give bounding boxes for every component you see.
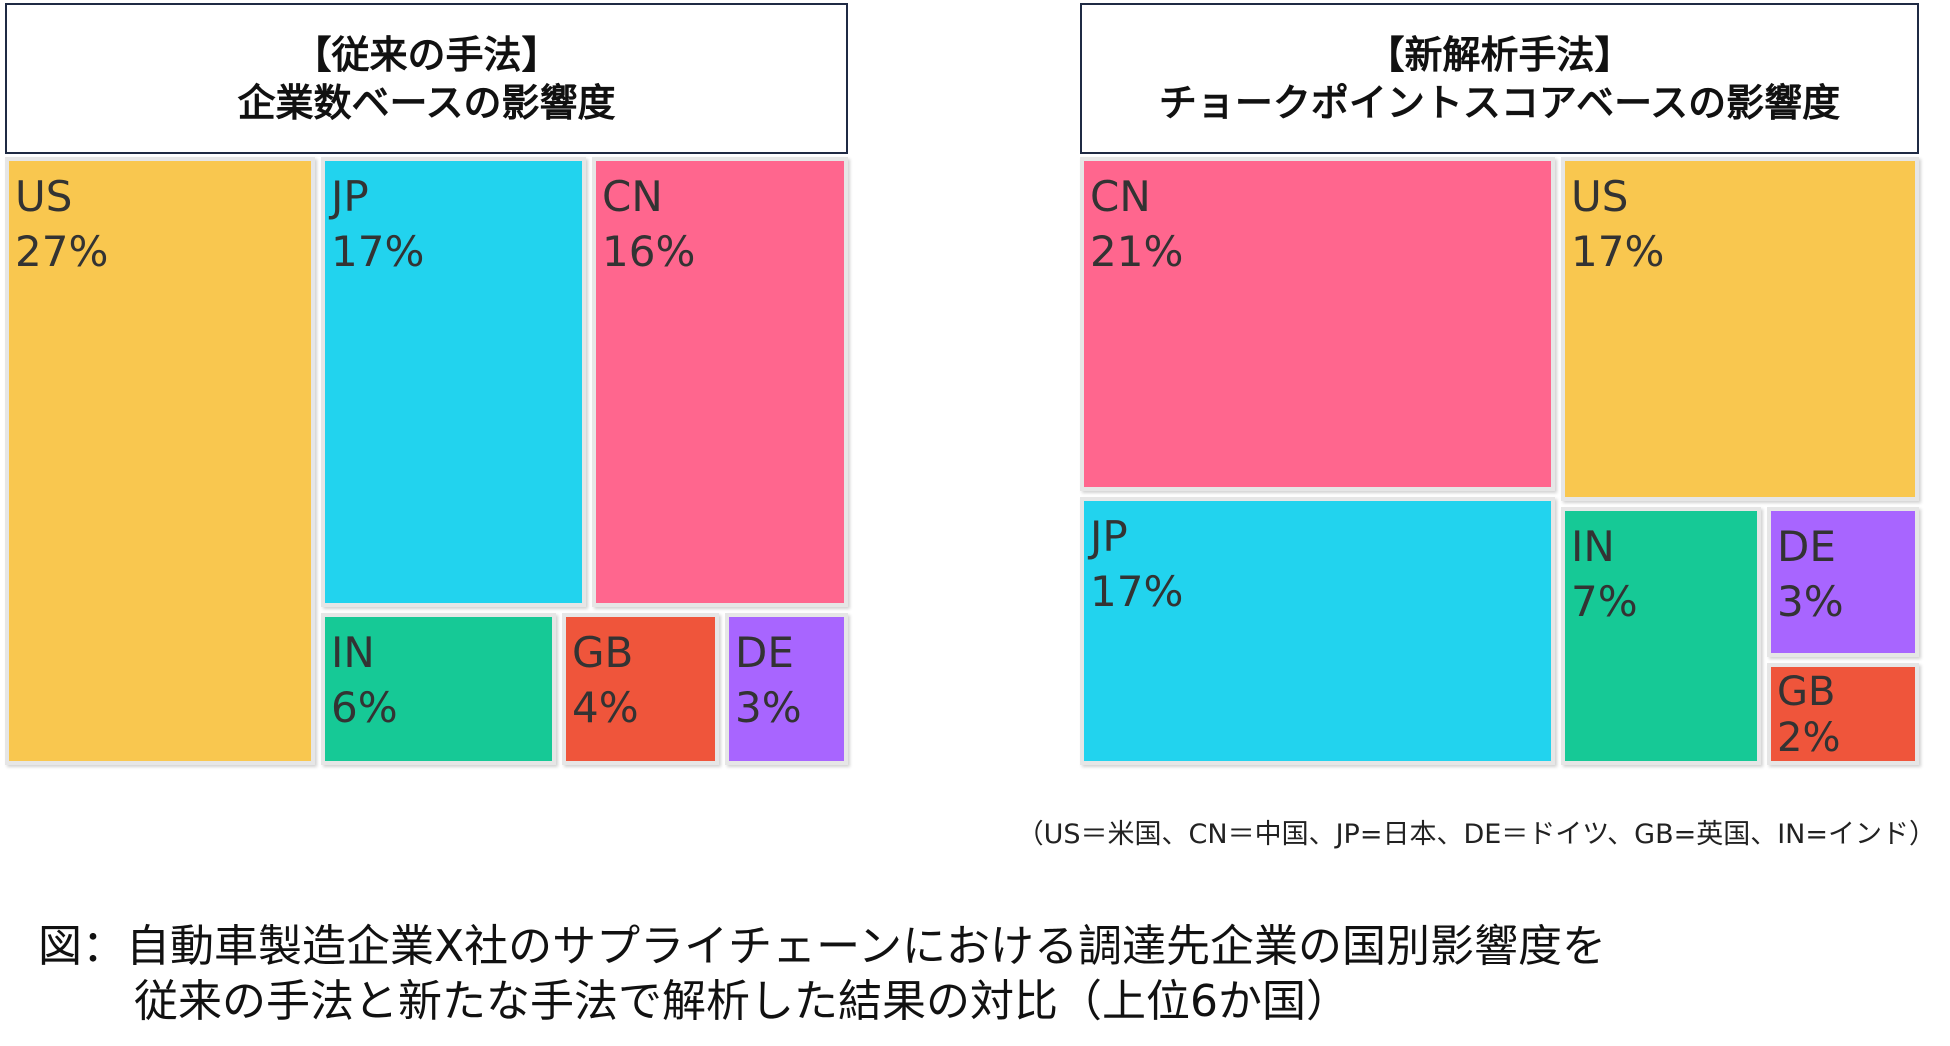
left-tile-value-gb: 4%: [572, 683, 639, 732]
left-chart-title-line2: 企業数ベースの影響度: [237, 80, 616, 125]
right-tile-value-us: 17%: [1571, 227, 1665, 276]
left-tile-value-cn: 16%: [602, 227, 696, 276]
left-tile-de: DE 3%: [725, 613, 848, 765]
left-tile-jp: JP 17%: [321, 157, 586, 607]
right-tile-value-jp: 17%: [1090, 567, 1184, 616]
right-tile-jp: JP 17%: [1080, 497, 1555, 765]
left-tile-us: US 27%: [5, 157, 315, 765]
left-tile-code-us: US: [15, 172, 73, 221]
right-tile-us: US 17%: [1561, 157, 1919, 501]
right-tile-label-gb: GB 2%: [1777, 669, 1840, 761]
right-tile-label-de: DE 3%: [1777, 519, 1844, 629]
left-tile-value-in: 6%: [331, 683, 398, 732]
right-tile-value-in: 7%: [1571, 577, 1638, 626]
figure-caption-line1: 図：自動車製造企業X社のサプライチェーンにおける調達先企業の国別影響度を: [38, 921, 1606, 972]
right-chart-title-line1: 【新解析手法】: [1366, 32, 1633, 77]
left-tile-code-gb: GB: [572, 628, 634, 677]
left-tile-label-in: IN 6%: [331, 625, 398, 735]
right-tile-code-us: US: [1571, 172, 1629, 221]
right-tile-de: DE 3%: [1767, 507, 1919, 657]
right-tile-in: IN 7%: [1561, 507, 1761, 765]
left-tile-value-us: 27%: [15, 227, 109, 276]
right-chart-title-line2: チョークポイントスコアベースの影響度: [1158, 80, 1841, 125]
right-tile-label-jp: JP 17%: [1090, 509, 1183, 619]
right-tile-code-de: DE: [1777, 522, 1836, 571]
left-tile-code-in: IN: [331, 628, 375, 677]
left-tile-gb: GB 4%: [562, 613, 719, 765]
figure-caption-line2: 従来の手法と新たな手法で解析した結果の対比（上位6か国）: [134, 976, 1350, 1027]
right-tile-label-in: IN 7%: [1571, 519, 1638, 629]
left-tile-label-de: DE 3%: [735, 625, 802, 735]
right-tile-label-us: US 17%: [1571, 169, 1664, 279]
left-tile-cn: CN 16%: [592, 157, 848, 607]
left-tile-code-jp: JP: [331, 172, 369, 221]
left-tile-label-cn: CN 16%: [602, 169, 695, 279]
right-tile-value-gb: 2%: [1777, 715, 1841, 761]
right-chart-title: 【新解析手法】 チョークポイントスコアベースの影響度: [1080, 3, 1919, 154]
country-code-legend: （US＝米国、CN＝中国、JP=日本、DE＝ドイツ、GB=英国、IN=インド）: [1016, 819, 1936, 850]
right-tile-value-de: 3%: [1777, 577, 1844, 626]
right-tile-code-gb: GB: [1777, 669, 1836, 715]
left-tile-value-de: 3%: [735, 683, 802, 732]
left-tile-label-gb: GB 4%: [572, 625, 639, 735]
right-tile-label-cn: CN 21%: [1090, 169, 1183, 279]
left-chart-title-line1: 【従来の手法】: [293, 32, 560, 77]
left-tile-code-cn: CN: [602, 172, 663, 221]
left-chart-title: 【従来の手法】 企業数ベースの影響度: [5, 3, 848, 154]
right-tile-code-cn: CN: [1090, 172, 1151, 221]
left-tile-label-us: US 27%: [15, 169, 108, 279]
right-tile-cn: CN 21%: [1080, 157, 1555, 491]
left-tile-code-de: DE: [735, 628, 794, 677]
right-treemap: CN 21% US 17% JP 17% IN 7% DE 3% GB 2%: [1080, 157, 1919, 765]
right-tile-code-jp: JP: [1090, 512, 1128, 561]
right-tile-value-cn: 21%: [1090, 227, 1184, 276]
left-tile-value-jp: 17%: [331, 227, 425, 276]
left-tile-in: IN 6%: [321, 613, 556, 765]
left-tile-label-jp: JP 17%: [331, 169, 424, 279]
right-tile-code-in: IN: [1571, 522, 1615, 571]
right-tile-gb: GB 2%: [1767, 663, 1919, 765]
left-treemap: US 27% JP 17% CN 16% IN 6% GB 4% DE 3%: [5, 157, 848, 765]
